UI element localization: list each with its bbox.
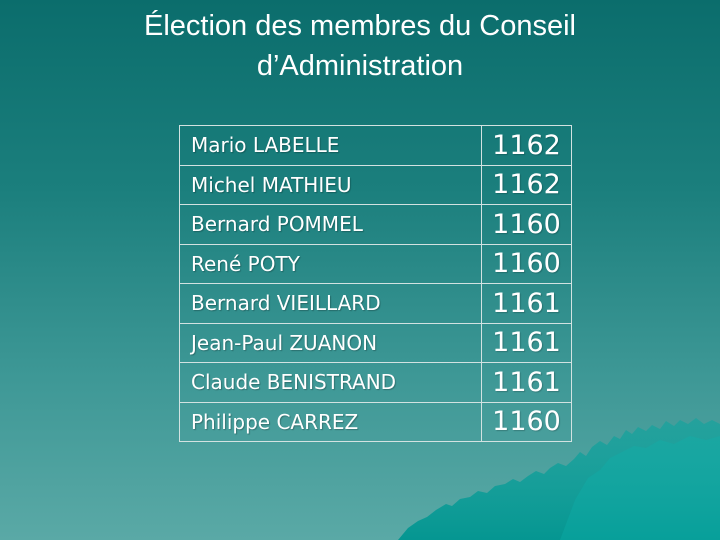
candidate-name: Jean-Paul ZUANON: [179, 322, 482, 363]
table-row: Philippe CARREZ 1160: [179, 401, 572, 442]
vote-count: 1160: [481, 204, 572, 245]
candidate-name: Bernard POMMEL: [179, 204, 482, 245]
election-results-table: Mario LABELLE 1162 Michel MATHIEU 1162 B…: [179, 125, 572, 442]
candidate-name: Mario LABELLE: [179, 125, 482, 166]
candidate-name: Michel MATHIEU: [179, 164, 482, 205]
vote-count: 1162: [481, 125, 572, 166]
candidate-name: Claude BENISTRAND: [179, 362, 482, 403]
table-row: Claude BENISTRAND 1161: [179, 362, 572, 403]
table-row: Bernard VIEILLARD 1161: [179, 283, 572, 324]
mountain-ridge-detail: [560, 436, 720, 540]
table-row: René POTY 1160: [179, 243, 572, 284]
vote-count: 1160: [481, 243, 572, 284]
vote-count: 1160: [481, 401, 572, 442]
table-row: Jean-Paul ZUANON 1161: [179, 322, 572, 363]
slide-title-line-2: d’Administration: [256, 50, 464, 82]
table-row: Bernard POMMEL 1160: [179, 204, 572, 245]
slide-title-line-1: Élection des membres du Conseil: [144, 10, 576, 42]
vote-count: 1161: [481, 322, 572, 363]
candidate-name: René POTY: [179, 243, 482, 284]
table-row: Mario LABELLE 1162: [179, 125, 572, 166]
vote-count: 1162: [481, 164, 572, 205]
candidate-name: Bernard VIEILLARD: [179, 283, 482, 324]
mountain-shape: [398, 418, 720, 540]
vote-count: 1161: [481, 362, 572, 403]
vote-count: 1161: [481, 283, 572, 324]
table-row: Michel MATHIEU 1162: [179, 164, 572, 205]
slide-title: Élection des membres du Conseil d’Admini…: [60, 6, 660, 86]
candidate-name: Philippe CARREZ: [179, 401, 482, 442]
